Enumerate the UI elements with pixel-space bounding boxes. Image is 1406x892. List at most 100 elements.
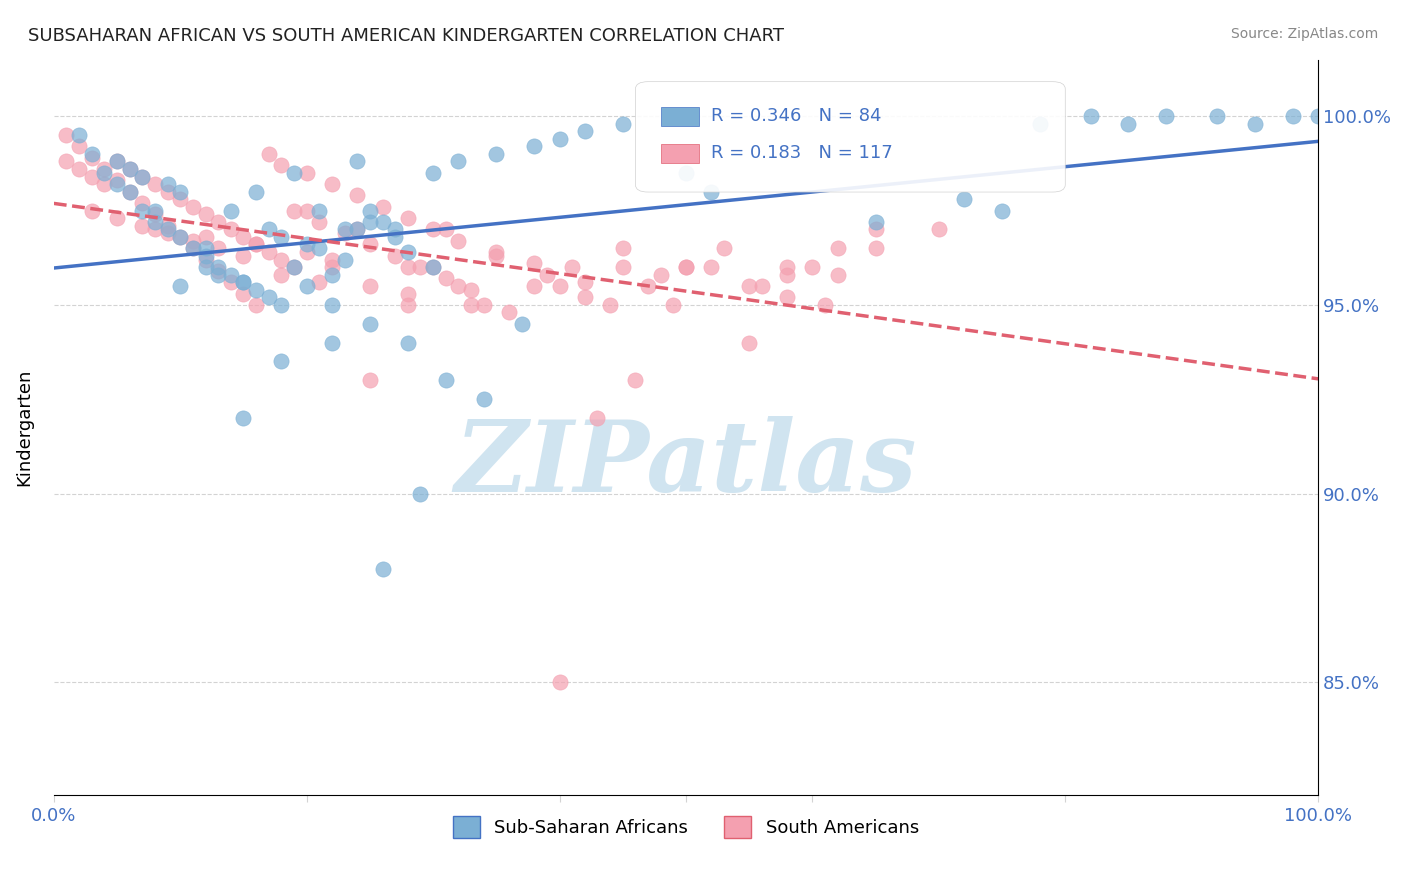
Point bbox=[131, 169, 153, 184]
Point bbox=[156, 219, 179, 233]
Legend: Sub-Saharan Africans, South Americans: Sub-Saharan Africans, South Americans bbox=[446, 809, 927, 846]
Point bbox=[143, 203, 166, 218]
Point bbox=[396, 286, 419, 301]
Point bbox=[131, 169, 153, 184]
Point bbox=[93, 166, 115, 180]
Point bbox=[67, 139, 90, 153]
Point bbox=[346, 222, 368, 236]
Point bbox=[359, 215, 381, 229]
Point bbox=[472, 392, 495, 407]
Point bbox=[384, 230, 406, 244]
Point bbox=[523, 139, 546, 153]
Point bbox=[118, 161, 141, 176]
Point bbox=[143, 215, 166, 229]
Point bbox=[371, 215, 394, 229]
FancyBboxPatch shape bbox=[636, 82, 1066, 192]
Point bbox=[181, 241, 204, 255]
Point bbox=[523, 279, 546, 293]
Point bbox=[105, 173, 128, 187]
Point bbox=[485, 245, 508, 260]
Point bbox=[1308, 109, 1330, 123]
Point bbox=[384, 222, 406, 236]
Point bbox=[169, 185, 191, 199]
Point bbox=[131, 219, 153, 233]
Point bbox=[181, 241, 204, 255]
Point bbox=[1118, 117, 1140, 131]
Point bbox=[1156, 109, 1178, 123]
Point bbox=[422, 260, 444, 274]
Point bbox=[245, 283, 267, 297]
Point bbox=[283, 260, 305, 274]
Point bbox=[396, 335, 419, 350]
Point bbox=[333, 222, 356, 236]
Point bbox=[156, 185, 179, 199]
Point bbox=[359, 317, 381, 331]
Point bbox=[219, 268, 242, 282]
Point bbox=[232, 230, 254, 244]
Point bbox=[295, 237, 318, 252]
Point bbox=[536, 268, 558, 282]
Point bbox=[422, 222, 444, 236]
Point bbox=[321, 260, 343, 274]
Point bbox=[447, 234, 470, 248]
Point bbox=[232, 411, 254, 425]
Point bbox=[105, 154, 128, 169]
Point bbox=[131, 196, 153, 211]
Point bbox=[675, 260, 697, 274]
Point bbox=[270, 252, 292, 267]
Point bbox=[574, 290, 596, 304]
Point bbox=[561, 260, 583, 274]
Point bbox=[105, 154, 128, 169]
Point bbox=[93, 161, 115, 176]
Point bbox=[434, 373, 457, 387]
Point bbox=[257, 245, 280, 260]
Point bbox=[194, 260, 217, 274]
Point bbox=[105, 177, 128, 191]
Point bbox=[181, 200, 204, 214]
Point bbox=[738, 335, 761, 350]
Point bbox=[194, 207, 217, 221]
Point bbox=[612, 117, 634, 131]
Point bbox=[396, 211, 419, 225]
Text: Source: ZipAtlas.com: Source: ZipAtlas.com bbox=[1230, 27, 1378, 41]
Point bbox=[156, 177, 179, 191]
Point bbox=[447, 154, 470, 169]
Point bbox=[283, 203, 305, 218]
Point bbox=[207, 215, 229, 229]
Text: R = 0.183   N = 117: R = 0.183 N = 117 bbox=[711, 145, 893, 162]
Point bbox=[346, 154, 368, 169]
Point bbox=[700, 185, 723, 199]
Point bbox=[207, 260, 229, 274]
Point bbox=[156, 222, 179, 236]
Point bbox=[118, 161, 141, 176]
Point bbox=[409, 486, 432, 500]
Point bbox=[194, 252, 217, 267]
Point bbox=[55, 154, 77, 169]
Point bbox=[447, 279, 470, 293]
Point bbox=[548, 675, 571, 690]
Point bbox=[219, 222, 242, 236]
Point bbox=[118, 185, 141, 199]
Point bbox=[359, 373, 381, 387]
Point bbox=[1029, 117, 1052, 131]
Text: ZIPatlas: ZIPatlas bbox=[454, 416, 917, 513]
Point bbox=[1244, 117, 1267, 131]
Point bbox=[321, 177, 343, 191]
Point bbox=[776, 260, 799, 274]
Point bbox=[67, 128, 90, 142]
Point bbox=[485, 147, 508, 161]
Point bbox=[232, 275, 254, 289]
Point bbox=[169, 230, 191, 244]
Text: R = 0.346   N = 84: R = 0.346 N = 84 bbox=[711, 107, 882, 126]
Point bbox=[498, 305, 520, 319]
Point bbox=[105, 211, 128, 225]
Point bbox=[662, 298, 685, 312]
Point bbox=[270, 230, 292, 244]
Point bbox=[434, 271, 457, 285]
Point bbox=[308, 215, 330, 229]
Point bbox=[675, 260, 697, 274]
Point bbox=[548, 132, 571, 146]
Point bbox=[257, 147, 280, 161]
Point bbox=[396, 260, 419, 274]
Point bbox=[422, 166, 444, 180]
